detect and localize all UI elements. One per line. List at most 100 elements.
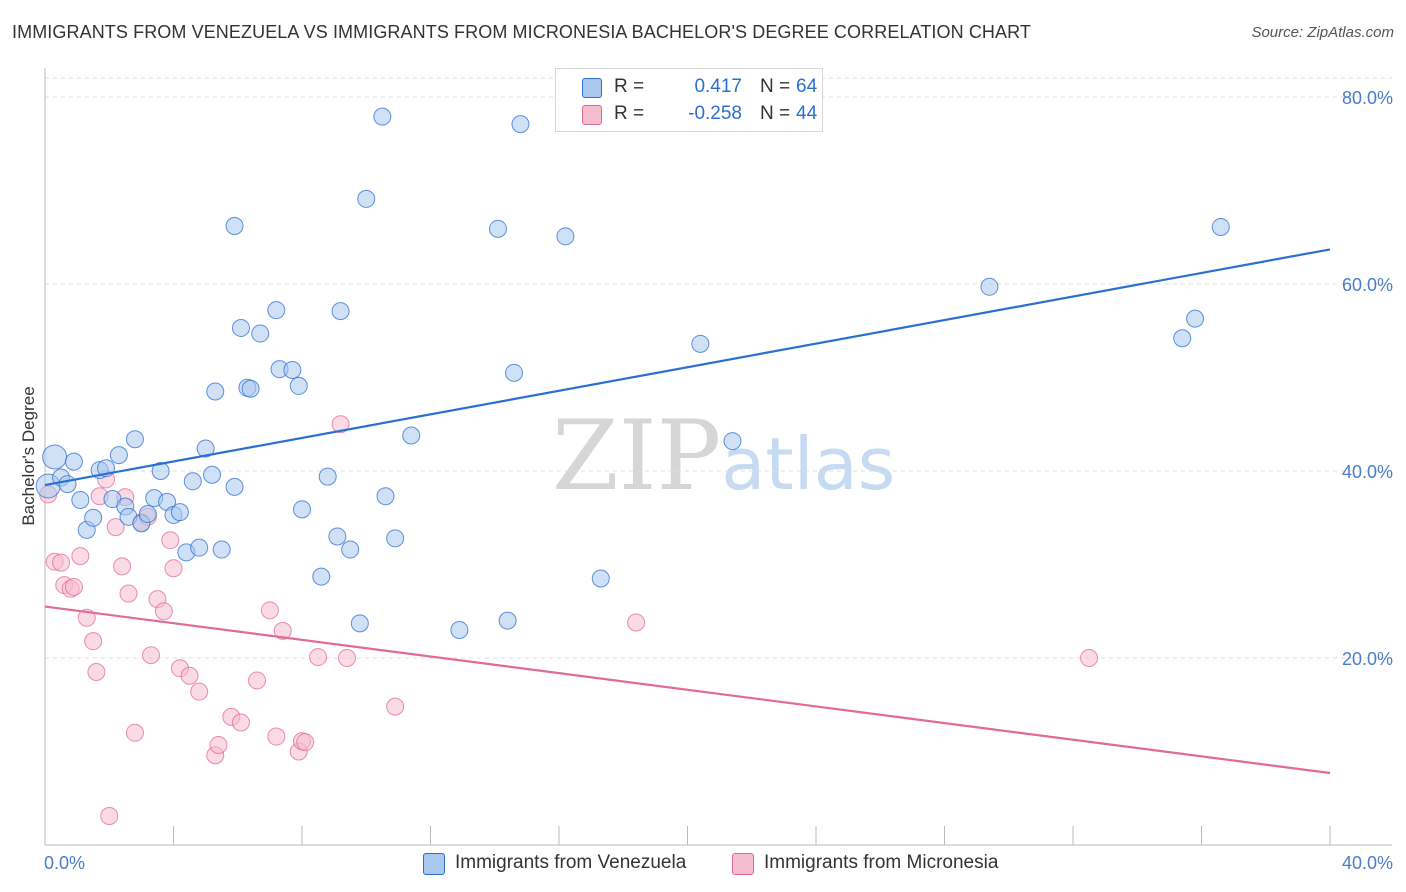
venezuela-point xyxy=(225,217,244,236)
venezuela-point xyxy=(591,569,610,588)
micronesia-point xyxy=(190,682,209,701)
micronesia-point xyxy=(273,621,292,640)
micronesia-point xyxy=(125,723,144,742)
venezuela-point xyxy=(183,472,202,491)
micronesia-point xyxy=(106,518,125,537)
venezuela-point xyxy=(42,444,68,470)
venezuela-point xyxy=(331,302,350,321)
venezuela-point xyxy=(196,439,215,458)
venezuela-point xyxy=(241,379,260,398)
micronesia-point xyxy=(209,735,228,754)
micronesia-point xyxy=(296,733,315,752)
venezuela-point xyxy=(498,611,517,630)
micronesia-point xyxy=(113,557,132,576)
venezuela-point xyxy=(267,301,286,320)
legend-n-label: N = xyxy=(760,76,791,97)
venezuela-point xyxy=(289,376,308,395)
venezuela-point xyxy=(1186,309,1205,328)
legend-swatch-pink xyxy=(582,105,602,125)
venezuela-trend-line xyxy=(44,248,1331,487)
venezuela-point xyxy=(225,477,244,496)
micronesia-point xyxy=(154,602,173,621)
micronesia-point xyxy=(164,559,183,578)
venezuela-point xyxy=(556,227,575,246)
venezuela-point xyxy=(109,446,128,465)
venezuela-point xyxy=(283,361,302,380)
bottom-legend-label: Immigrants from Venezuela xyxy=(455,852,687,873)
y-tick-label: 20.0% xyxy=(1342,649,1393,669)
x-tick-label: 0.0% xyxy=(44,853,85,873)
bottom-legend-swatch-pink xyxy=(732,853,754,875)
legend-swatch-blue xyxy=(582,78,602,98)
correlation-legend: R = 0.417 N = 64 R = -0.258 N = 44 xyxy=(555,68,823,132)
bottom-legend-swatch-blue xyxy=(423,853,445,875)
venezuela-point xyxy=(357,189,376,208)
micronesia-point xyxy=(248,671,267,690)
venezuela-point xyxy=(293,500,311,519)
venezuela-point xyxy=(980,277,999,296)
x-tick-label: 40.0% xyxy=(1342,853,1393,873)
micronesia-point xyxy=(180,666,199,685)
y-axis-label: Bachelor's Degree xyxy=(19,386,38,525)
micronesia-point xyxy=(161,531,180,550)
micronesia-point xyxy=(386,697,405,716)
venezuela-point xyxy=(511,115,530,134)
venezuela-point xyxy=(212,540,231,559)
watermark-zip: ZIP xyxy=(552,400,722,512)
venezuela-point xyxy=(170,503,189,522)
venezuela-point xyxy=(341,540,360,559)
venezuela-point xyxy=(125,430,144,449)
venezuela-point xyxy=(376,487,395,506)
micronesia-point xyxy=(331,415,350,434)
chart-title: IMMIGRANTS FROM VENEZUELA VS IMMIGRANTS … xyxy=(12,22,1031,42)
venezuela-point xyxy=(71,490,90,509)
trend-lines xyxy=(44,248,1331,775)
micronesia-point xyxy=(52,553,71,572)
venezuela-point xyxy=(488,219,507,238)
venezuela-point xyxy=(138,505,157,524)
venezuela-point xyxy=(328,527,347,546)
micronesia-point xyxy=(1080,649,1099,667)
micronesia-point xyxy=(87,663,106,682)
legend-r-label: R = xyxy=(614,103,645,124)
venezuela-point xyxy=(58,475,77,494)
y-tick-label: 60.0% xyxy=(1342,275,1393,295)
venezuela-point xyxy=(1173,329,1192,348)
micronesia-point xyxy=(231,713,250,732)
venezuela-point xyxy=(231,318,250,337)
micronesia-point xyxy=(64,577,83,596)
legend-n-label: N = xyxy=(760,103,791,124)
micronesia-point xyxy=(71,547,90,566)
legend-r-label: R = xyxy=(614,76,645,97)
micronesia-point xyxy=(142,646,161,665)
venezuela-point xyxy=(190,538,209,557)
grid-lines xyxy=(45,77,1392,659)
venezuela-point xyxy=(373,107,392,126)
venezuela-point xyxy=(64,452,83,471)
venezuela-point xyxy=(206,382,225,401)
y-tick-label: 40.0% xyxy=(1342,462,1393,482)
legend-n-value: 64 xyxy=(796,76,818,97)
y-tick-label: 80.0% xyxy=(1342,88,1393,108)
venezuela-point xyxy=(318,467,337,486)
venezuela-point xyxy=(84,508,103,527)
bottom-legend-label: Immigrants from Micronesia xyxy=(764,852,999,873)
venezuela-point xyxy=(312,567,331,586)
series-venezuela-points xyxy=(35,107,1230,639)
micronesia-trend-line xyxy=(44,605,1331,775)
micronesia-point xyxy=(267,727,286,746)
legend-n-value: 44 xyxy=(796,103,818,124)
venezuela-point xyxy=(251,324,270,343)
watermark-atlas: atlas xyxy=(721,422,896,506)
venezuela-point xyxy=(450,620,469,639)
venezuela-point xyxy=(505,363,524,382)
venezuela-point xyxy=(386,529,405,548)
micronesia-point xyxy=(337,649,356,667)
legend-r-value: -0.258 xyxy=(688,103,742,124)
venezuela-point xyxy=(723,432,742,451)
micronesia-point xyxy=(84,632,103,651)
watermark: ZIPatlas xyxy=(552,400,895,512)
venezuela-point xyxy=(203,465,222,484)
micronesia-point xyxy=(119,584,138,603)
micronesia-point xyxy=(260,601,279,620)
